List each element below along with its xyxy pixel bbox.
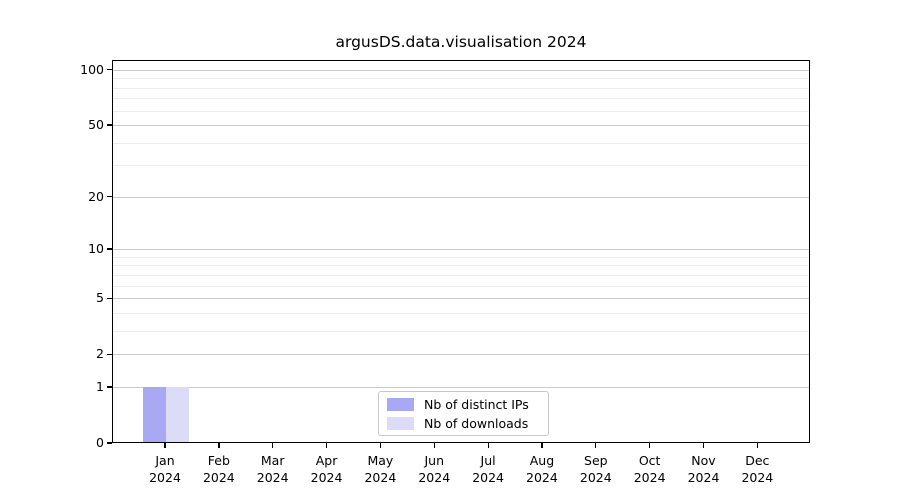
x-tick-label: Oct 2024 [618, 452, 682, 486]
y-tick-label: 5 [96, 290, 104, 306]
legend-swatch [387, 417, 414, 430]
y-tick-label: 50 [88, 117, 104, 133]
x-tick-mark [379, 443, 382, 448]
y-tick-mark [107, 386, 112, 388]
gridline-major [112, 249, 810, 251]
x-tick-label: Apr 2024 [295, 452, 359, 486]
x-tick-month: Nov [691, 453, 716, 468]
x-tick-label: Feb 2024 [187, 452, 251, 486]
bar-downloads [166, 386, 189, 443]
x-tick-label: Jan 2024 [133, 452, 197, 486]
x-tick-year: 2024 [149, 470, 181, 485]
x-tick-year: 2024 [526, 470, 558, 485]
x-tick-mark [595, 443, 597, 448]
y-tick-mark [107, 124, 112, 126]
x-tick-label: Dec 2024 [725, 452, 789, 486]
gridline-major [112, 386, 810, 388]
y-tick-mark [107, 248, 112, 250]
y-tick-label: 100 [80, 61, 104, 77]
gridline-major [112, 69, 810, 71]
gridline-minor [112, 274, 810, 276]
x-tick-label: Jun 2024 [402, 452, 466, 486]
x-tick-year: 2024 [687, 470, 720, 485]
legend-item: Nb of distinct IPs [379, 395, 548, 414]
x-tick-year: 2024 [418, 470, 451, 485]
y-tick-mark [107, 69, 112, 71]
x-tick-label: May 2024 [348, 452, 412, 486]
gridline-minor [112, 265, 810, 267]
y-tick-label: 0 [96, 435, 104, 450]
legend-item: Nb of downloads [379, 414, 548, 433]
x-tick-month: Oct [638, 453, 661, 468]
x-tick-mark [756, 443, 759, 448]
x-tick-label: Jul 2024 [456, 452, 520, 486]
x-tick-month: Jan [155, 453, 175, 468]
axes-border [112, 60, 810, 443]
legend-label: Nb of downloads [424, 416, 529, 431]
gridline-minor [112, 78, 810, 80]
gridline-minor [112, 98, 810, 100]
y-tick-mark [107, 353, 112, 355]
x-tick-year: 2024 [310, 470, 343, 485]
x-tick-month: Feb [207, 453, 230, 468]
gridline-minor [112, 330, 810, 332]
gridline-major [112, 196, 810, 198]
x-tick-label: Aug 2024 [510, 452, 574, 486]
gridline-minor [112, 312, 810, 314]
x-tick-month: Sep [584, 453, 608, 468]
x-tick-mark [164, 443, 166, 448]
gridline-major [112, 354, 810, 356]
bar-distinct-ips [143, 386, 166, 443]
x-tick-month: Jul [480, 453, 496, 468]
x-tick-mark [487, 443, 489, 448]
x-tick-month: Aug [529, 453, 555, 468]
x-tick-mark [541, 443, 543, 448]
gridline-major [112, 298, 810, 300]
gridline-minor [112, 165, 810, 167]
x-tick-year: 2024 [472, 470, 504, 485]
y-tick-mark [107, 196, 112, 198]
gridline-minor [112, 87, 810, 89]
x-tick-mark [272, 443, 274, 448]
x-tick-mark [649, 443, 651, 448]
x-tick-month: Apr [315, 453, 338, 468]
x-tick-year: 2024 [256, 470, 289, 485]
x-tick-year: 2024 [579, 470, 612, 485]
x-tick-year: 2024 [364, 470, 397, 485]
x-tick-mark [218, 443, 220, 448]
plot-area [112, 60, 810, 443]
legend-swatch [387, 398, 414, 411]
x-tick-mark [433, 443, 435, 448]
x-tick-month: Mar [260, 453, 285, 468]
gridline-major [112, 125, 810, 127]
legend: Nb of distinct IPs Nb of downloads [378, 391, 549, 436]
y-tick-label: 2 [96, 346, 104, 362]
chart-title: argusDS.data.visualisation 2024 [335, 33, 587, 51]
x-tick-mark [325, 443, 328, 448]
y-tick-label: 20 [88, 188, 104, 204]
y-tick-mark [107, 297, 112, 299]
x-tick-label: Nov 2024 [672, 452, 736, 486]
x-tick-month: Jun [424, 453, 445, 468]
x-tick-month: Dec [745, 453, 770, 468]
gridline-minor [112, 256, 810, 258]
gridline-minor [112, 110, 810, 112]
y-tick-mark [107, 442, 112, 444]
y-tick-label: 1 [96, 378, 104, 394]
gridline-minor [112, 285, 810, 287]
gridline-minor [112, 142, 810, 144]
x-tick-year: 2024 [202, 470, 235, 485]
x-tick-label: Mar 2024 [241, 452, 305, 486]
y-tick-label: 10 [88, 241, 104, 257]
x-tick-mark [702, 443, 705, 448]
x-tick-month: May [367, 453, 394, 468]
x-tick-label: Sep 2024 [564, 452, 628, 486]
legend-label: Nb of distinct IPs [424, 397, 529, 412]
x-tick-year: 2024 [741, 470, 774, 485]
x-tick-year: 2024 [633, 470, 666, 485]
